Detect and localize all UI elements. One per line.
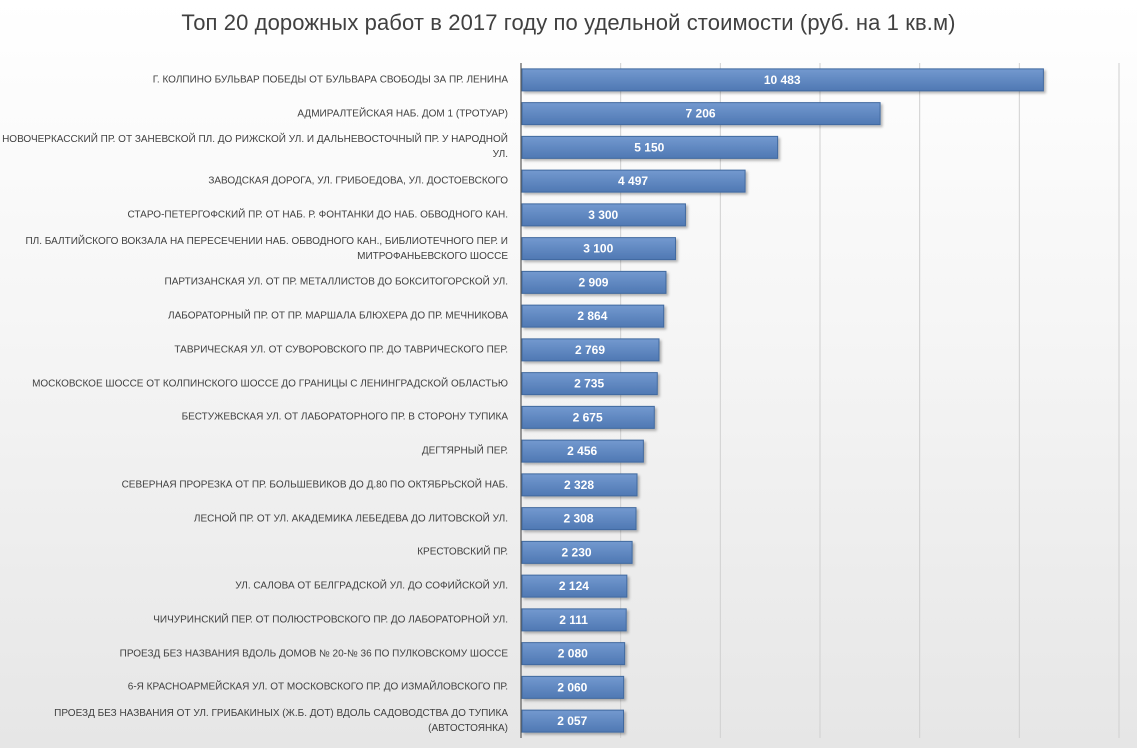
bar-value-label: 2 864 (577, 309, 607, 323)
bar (521, 135, 779, 159)
category-label: Дегтярный пер. (421, 445, 508, 457)
bar (521, 540, 633, 564)
bar-value-label: 3 100 (583, 242, 613, 256)
bar (521, 709, 625, 733)
bar-value-label: 2 080 (558, 647, 588, 661)
bar (521, 608, 627, 632)
bar-value-label: 5 150 (634, 140, 664, 154)
bar-value-label: 2 328 (564, 478, 594, 492)
bar (521, 338, 660, 362)
bar-value-label: 2 060 (557, 680, 587, 694)
category-label: Проезд без названия вдоль домов № 20-№ 3… (119, 648, 508, 660)
bar-value-label: 4 497 (618, 174, 648, 188)
bar (521, 237, 676, 261)
bar (521, 270, 667, 294)
category-label: Партизанская ул. от пр. Металлистов до Б… (164, 276, 508, 288)
category-label: Чичуринский пер. от Полюстровского пр. д… (153, 614, 508, 626)
category-label: Московское шоссе от Колпинского шоссе до… (32, 378, 508, 390)
category-label: г. Колпино бульвар Победы от бульвара Св… (152, 74, 508, 86)
bar-value-label: 2 124 (559, 579, 589, 593)
category-label: Заводская дорога, ул. Грибоедова, ул. До… (208, 175, 508, 187)
bar (521, 102, 881, 126)
category-label: Новочеркасский пр. от Заневской пл. до Р… (2, 134, 508, 161)
bar (521, 507, 637, 531)
bars: 10 483 7 206 5 150 4 497 3 300 3 100 2 909 2 86… (521, 68, 1044, 733)
bar (521, 574, 628, 598)
bar (521, 304, 665, 328)
bar-value-label: 2 230 (562, 545, 592, 559)
bar-value-label: 2 735 (574, 377, 604, 391)
category-label: Таврическая ул. от Суворовского пр. до Т… (174, 344, 508, 356)
bar (521, 405, 655, 429)
bar-value-label: 2 456 (567, 444, 597, 458)
gridlines (620, 63, 1120, 738)
bar-value-label: 2 769 (575, 343, 605, 357)
bar (521, 203, 686, 227)
category-label: Старо-Петергофский пр. от наб. р. Фонтан… (127, 209, 509, 221)
bar-value-label: 3 300 (588, 208, 618, 222)
bar (521, 439, 644, 463)
bar-value-label: 2 909 (578, 275, 608, 289)
category-label: 6-я Красноармейская ул. от Московского п… (127, 681, 508, 693)
bar-value-label: 2 057 (557, 714, 587, 728)
category-label: Адмиралтейская наб. дом 1 (тротуар) (297, 108, 508, 120)
bar-value-label: 10 483 (764, 73, 801, 87)
category-label: Лабораторный пр. от пр. Маршала Блюхера … (168, 310, 508, 322)
bar (521, 372, 658, 396)
category-label: Крестовский пр. (417, 546, 508, 558)
chart-title: Топ 20 дорожных работ в 2017 году по уде… (181, 10, 956, 35)
bar-value-label: 2 111 (559, 613, 588, 627)
bar-value-label: 7 206 (686, 107, 716, 121)
category-label: пл. Балтийского вокзала на пересечении н… (25, 235, 508, 262)
category-label: Лесной пр. от ул. Академика Лебедева до … (193, 513, 508, 525)
category-label: ул. Салова от Белградской ул. до Софийск… (235, 580, 508, 592)
category-label: Бестужевская ул. от Лабораторного пр. в … (181, 411, 508, 423)
bar-value-label: 2 675 (573, 410, 603, 424)
bar (521, 675, 625, 699)
bar-value-label: 2 308 (563, 512, 593, 526)
bar (521, 642, 626, 666)
bar (521, 169, 746, 193)
bar (521, 68, 1044, 92)
bar (521, 473, 638, 497)
category-label: Проезд без названия от ул. Грибакиных (ж… (54, 708, 508, 735)
category-label: Северная прорезка от пр. Большевиков до … (121, 479, 508, 491)
